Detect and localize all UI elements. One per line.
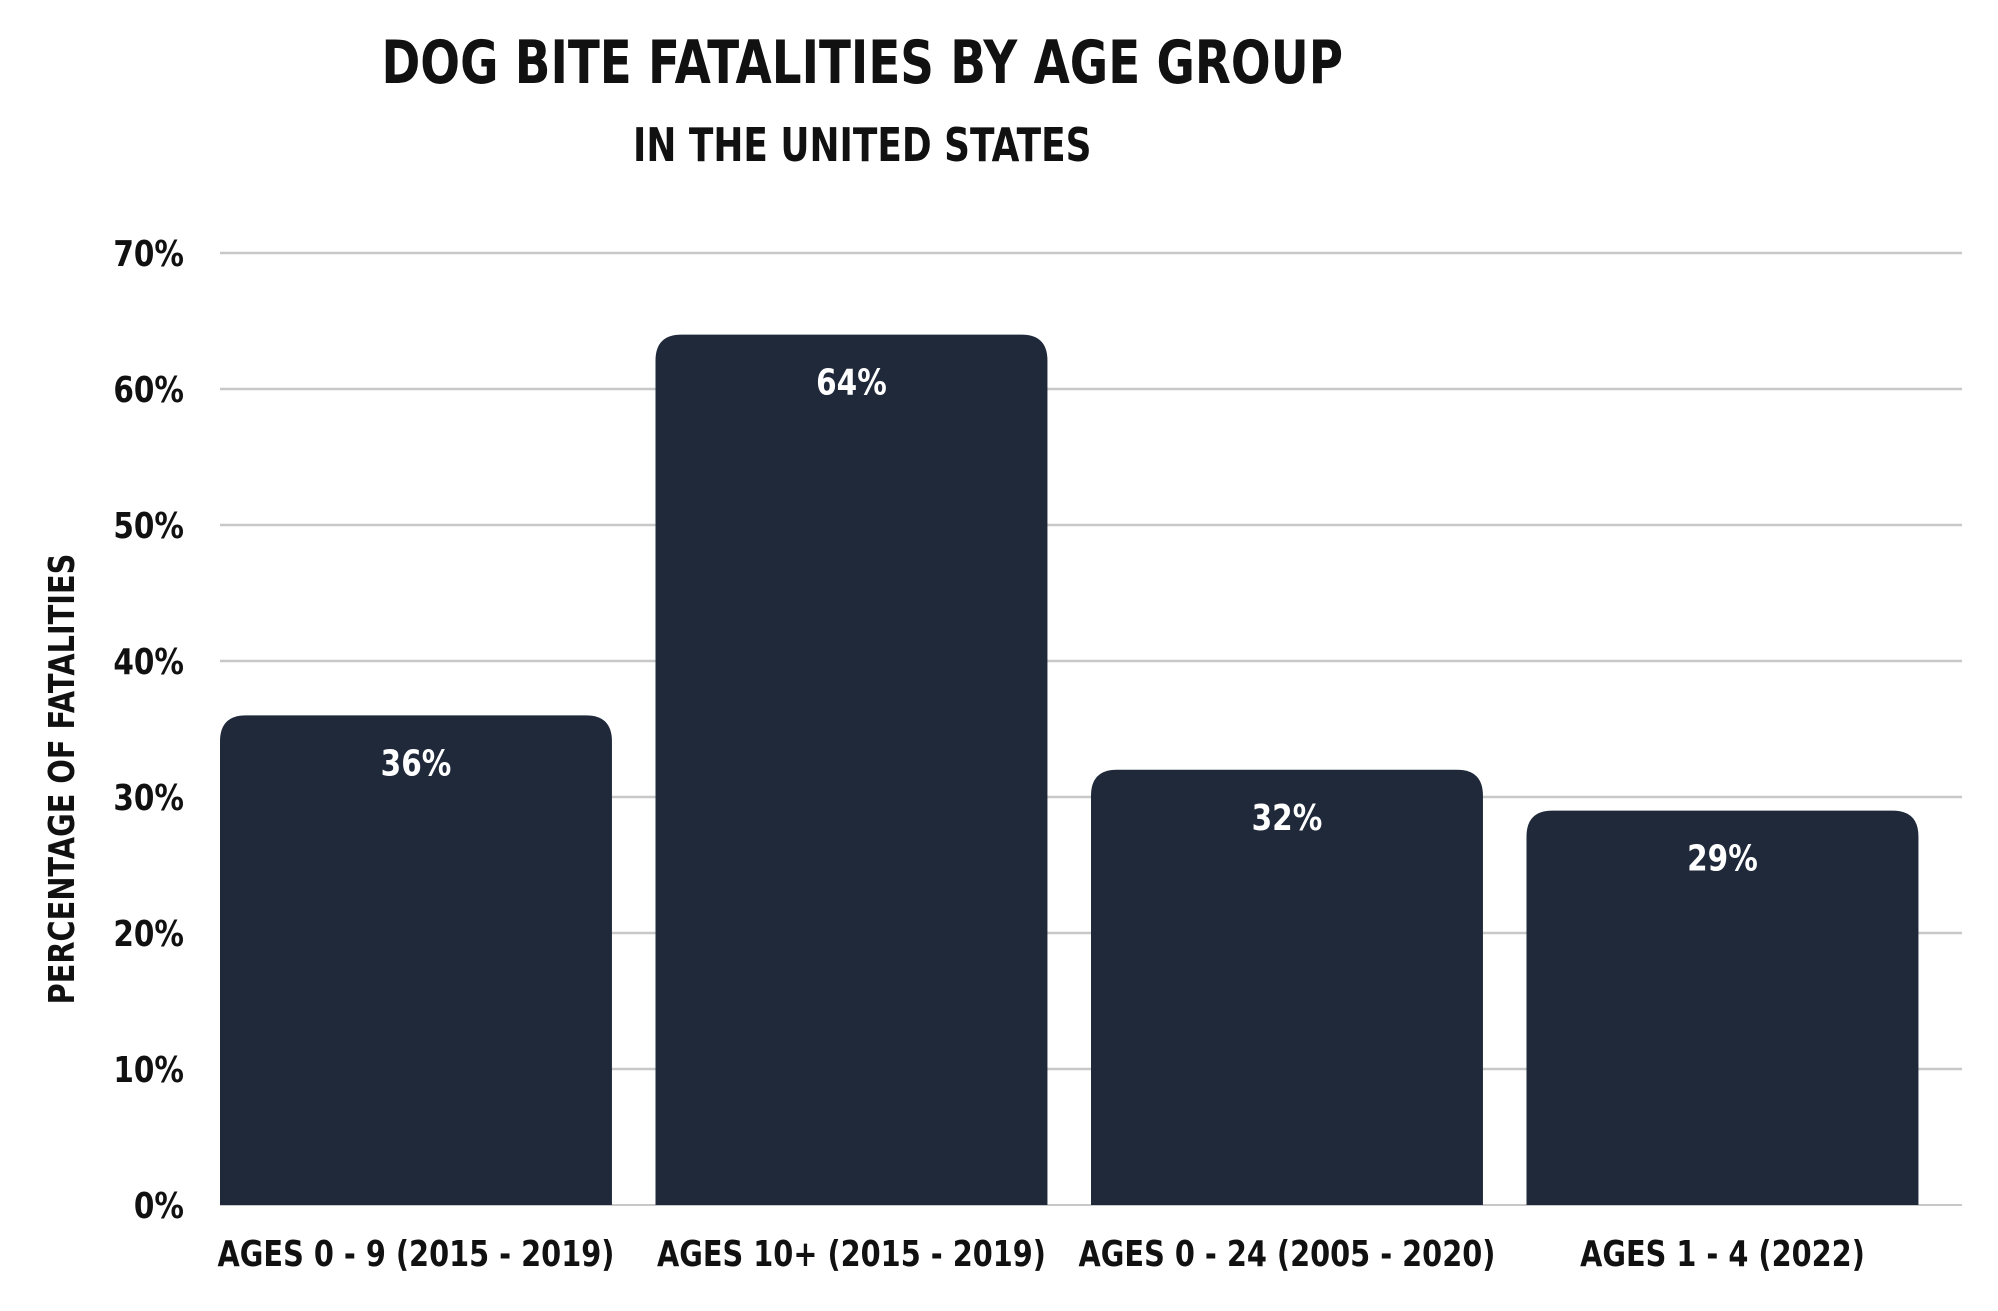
y-tick-label: 0% (134, 1184, 184, 1227)
x-category-label: AGES 1 - 4 (2022) (1580, 1233, 1865, 1275)
y-tick-label: 40% (113, 640, 184, 683)
x-category-label: AGES 0 - 24 (2005 - 2020) (1079, 1233, 1496, 1275)
y-axis-ticks: 0% 10% 20% 30% 40% 50% 60% 70% (113, 232, 184, 1227)
bars (220, 334, 1919, 1206)
y-tick-label: 70% (113, 232, 184, 275)
bar-value-label: 36% (381, 741, 452, 784)
y-tick-label: 60% (113, 368, 184, 411)
y-tick-label: 30% (113, 776, 184, 819)
y-tick-label: 50% (113, 504, 184, 547)
chart-subtitle: IN THE UNITED STATES (632, 118, 1092, 172)
bar (655, 334, 1048, 1206)
bar (1091, 769, 1483, 1205)
y-axis-title: PERCENTAGE OF FATALITIES (41, 554, 83, 1005)
y-tick-label: 10% (113, 1048, 184, 1091)
bar-value-label: 29% (1687, 837, 1758, 880)
y-tick-label: 20% (113, 912, 184, 955)
x-axis-categories: AGES 0 - 9 (2015 - 2019) AGES 10+ (2015 -… (218, 1233, 1865, 1275)
x-category-label: AGES 0 - 9 (2015 - 2019) (218, 1233, 615, 1275)
bar-value-label: 32% (1252, 796, 1323, 839)
chart-title: DOG BITE FATALITIES BY AGE GROUP (381, 28, 1344, 98)
bar (220, 715, 612, 1205)
bar-value-label: 64% (816, 361, 887, 404)
x-category-label: AGES 10+ (2015 - 2019) (657, 1233, 1046, 1275)
bar (1526, 810, 1919, 1205)
value-labels: 36% 64% 32% 29% (381, 361, 1758, 880)
